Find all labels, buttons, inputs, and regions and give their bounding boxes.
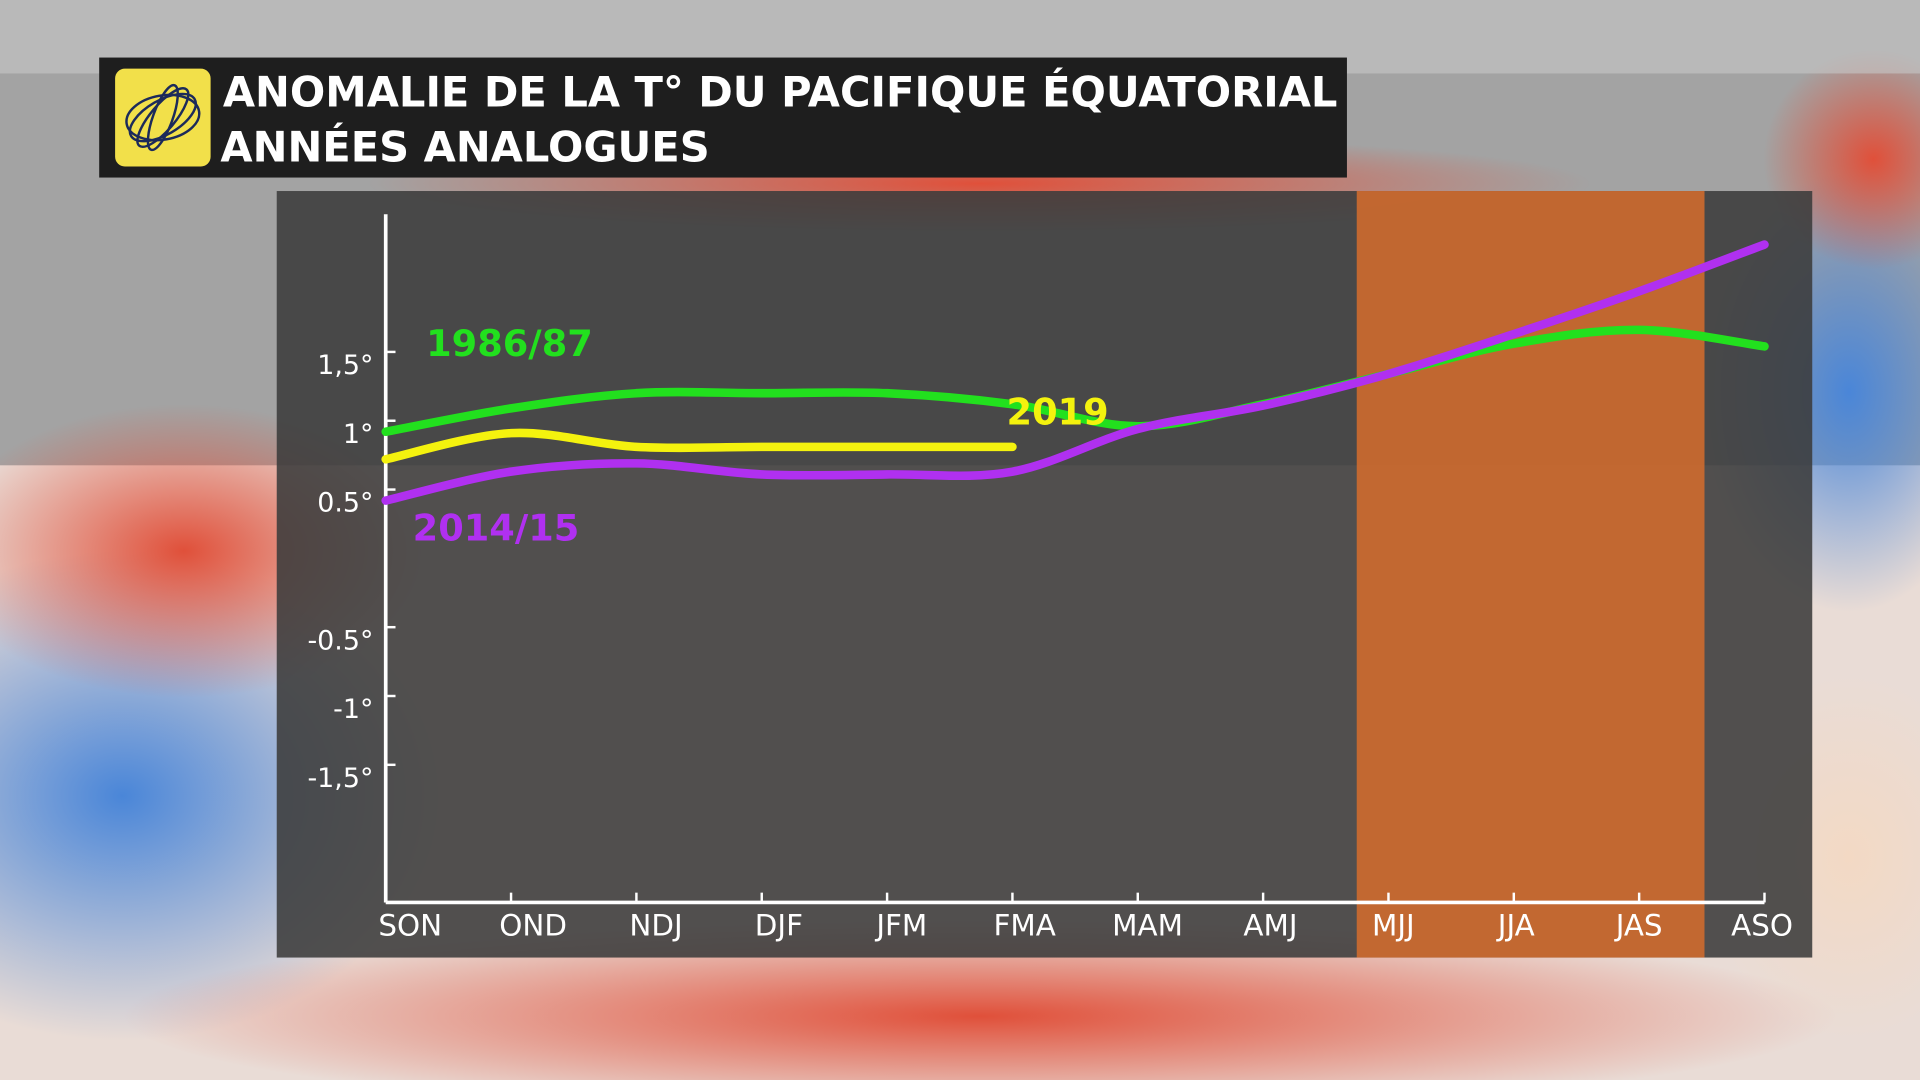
y-tick-label: -0.5°: [307, 625, 373, 656]
x-tick-label: DJF: [755, 908, 803, 942]
x-tick-label: MJJ: [1372, 908, 1415, 942]
y-tick-label: 1°: [343, 419, 374, 450]
y-tick-label: -1°: [333, 694, 373, 725]
y-tick-label: 0.5°: [317, 488, 373, 519]
series-label: 2014/15: [413, 507, 580, 550]
y-tick-label: 1,5°: [317, 350, 373, 381]
series-line: [381, 428, 1017, 464]
x-tick-label: SON: [378, 908, 442, 942]
x-tick-label: FMA: [994, 908, 1056, 942]
logo: [115, 68, 211, 167]
series-line: [381, 325, 1769, 437]
x-tick-label: JAS: [1614, 908, 1663, 942]
title-box: ANOMALIE DE LA T° DU PACIFIQUE ÉQUATORIA…: [99, 57, 1347, 178]
y-tick-label: -1,5°: [307, 763, 373, 794]
x-tick-label: ASO: [1731, 908, 1793, 942]
x-tick-label: NDJ: [629, 908, 682, 942]
x-tick-label: MAM: [1112, 908, 1183, 942]
x-tick-label: AMJ: [1243, 908, 1297, 942]
x-tick-label: OND: [499, 908, 567, 942]
series-label: 1986/87: [426, 322, 593, 365]
chart-subtitle: ANNÉES ANALOGUES: [220, 123, 709, 172]
logo-mark: [125, 83, 201, 152]
x-tick-label: JFM: [874, 908, 927, 942]
x-tick-label: JJA: [1496, 908, 1535, 942]
series-label: 2019: [1007, 390, 1109, 433]
highlight-band: [1356, 191, 1705, 958]
series-line: [381, 240, 1769, 505]
chart-title: ANOMALIE DE LA T° DU PACIFIQUE ÉQUATORIA…: [223, 68, 1338, 117]
